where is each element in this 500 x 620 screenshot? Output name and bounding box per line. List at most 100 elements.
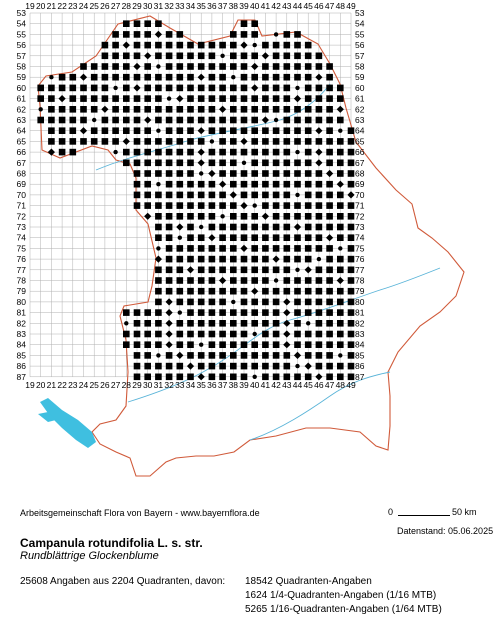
quadrant-marker: [197, 320, 205, 327]
quadrant-marker: [165, 362, 173, 370]
sixteenth-quadrant-marker: [273, 117, 279, 123]
quadrant-marker: [251, 223, 258, 231]
quadrant-marker: [197, 106, 205, 113]
y-axis-label-right: 84: [355, 340, 365, 350]
sixteenth-quadrant-marker: [92, 117, 97, 123]
quadrant-marker: [165, 148, 173, 156]
quadrant-marker: [272, 52, 280, 60]
quarter-quadrant-marker: [251, 62, 259, 71]
quarter-quadrant-marker: [144, 52, 152, 60]
quadrant-marker: [219, 352, 226, 359]
x-axis-label-bottom: 34: [186, 380, 196, 390]
quadrant-marker: [112, 73, 119, 81]
quadrant-marker: [176, 73, 184, 81]
quadrant-marker: [337, 234, 344, 241]
quadrant-marker: [208, 213, 216, 220]
x-axis-label-bottom: 31: [154, 380, 164, 390]
sixteenth-quadrant-marker: [252, 374, 257, 379]
quadrant-marker: [208, 320, 216, 327]
quadrant-marker: [304, 106, 312, 113]
quadrant-marker: [144, 63, 151, 70]
quadrant-marker: [80, 116, 87, 124]
quadrant-marker: [230, 223, 237, 231]
quadrant-marker: [123, 63, 130, 70]
quadrant-marker: [337, 373, 344, 381]
x-axis-label-top: 26: [100, 1, 110, 11]
quarter-quadrant-marker: [240, 244, 248, 252]
quadrant-marker: [304, 373, 312, 381]
quadrant-marker: [155, 373, 162, 381]
quadrant-marker: [165, 234, 173, 241]
quadrant-marker: [251, 73, 258, 81]
sixteenth-quadrant-marker: [156, 64, 161, 69]
x-axis-label-top: 40: [250, 1, 260, 11]
x-axis-label-top: 39: [239, 1, 249, 11]
quadrant-marker: [272, 320, 280, 327]
quadrant-marker: [123, 31, 130, 38]
quadrant-marker: [294, 159, 301, 167]
quadrant-marker: [37, 84, 44, 92]
quadrant-marker: [262, 41, 269, 49]
quadrant-marker: [123, 52, 130, 60]
quadrant-marker: [283, 245, 291, 252]
quadrant-marker: [294, 341, 301, 348]
x-axis-label-top: 27: [111, 1, 121, 11]
quadrant-marker: [230, 373, 237, 381]
quadrant-marker: [315, 84, 323, 92]
quadrant-marker: [165, 287, 173, 295]
quadrant-marker: [69, 138, 77, 145]
quarter-quadrant-marker: [197, 148, 205, 156]
quadrant-marker: [326, 95, 333, 102]
quadrant-marker: [58, 84, 66, 92]
quadrant-marker: [165, 373, 173, 381]
quadrant-marker: [304, 245, 312, 252]
quadrant-marker: [337, 84, 344, 92]
quadrant-marker: [283, 159, 291, 167]
x-axis-label-top: 48: [336, 1, 346, 11]
quadrant-marker: [326, 213, 333, 220]
quadrant-marker: [283, 63, 291, 70]
quadrant-marker: [165, 191, 173, 199]
quadrant-marker: [219, 95, 226, 102]
quadrant-marker: [326, 330, 333, 338]
quadrant-marker: [37, 95, 44, 102]
quadrant-marker: [251, 138, 258, 145]
y-axis-label-right: 64: [355, 126, 365, 136]
quadrant-marker: [272, 266, 280, 274]
quadrant-marker: [133, 20, 141, 27]
quadrant-marker: [165, 245, 173, 252]
quadrant-marker: [251, 213, 258, 220]
quadrant-marker: [283, 106, 291, 113]
quadrant-marker: [90, 73, 98, 81]
quarter-quadrant-marker: [144, 116, 152, 124]
quadrant-marker: [155, 341, 162, 348]
quadrant-marker: [187, 116, 194, 124]
quadrant-marker: [326, 245, 333, 252]
quadrant-marker: [208, 266, 216, 274]
y-axis-label-left: 77: [17, 265, 27, 275]
quadrant-marker: [304, 341, 312, 348]
y-axis-label-left: 67: [17, 158, 27, 168]
quadrant-marker: [251, 52, 258, 60]
quadrant-marker: [251, 95, 258, 102]
quadrant-marker: [240, 52, 248, 60]
quadrant-marker: [219, 41, 226, 49]
quarter-quadrant-marker: [315, 159, 323, 167]
quarter-quadrant-marker: [326, 169, 334, 178]
quarter-quadrant-marker: [122, 41, 130, 49]
quadrant-marker: [112, 116, 119, 124]
axis-labels: 1919202021212222232324242525262627272828…: [17, 1, 365, 390]
quadrant-marker: [133, 309, 141, 316]
quadrant-marker: [272, 287, 280, 295]
quadrant-marker: [326, 320, 333, 327]
quadrant-marker: [155, 52, 162, 60]
x-axis-label-top: 21: [47, 1, 57, 11]
quarter-quadrant-marker: [165, 319, 173, 327]
quarter-quadrant-marker: [293, 351, 302, 359]
x-axis-label-top: 33: [175, 1, 185, 11]
quadrant-marker: [337, 138, 344, 145]
sixteenth-quadrant-marker: [49, 75, 54, 80]
quadrant-marker: [197, 116, 205, 124]
sixteenth-quadrant-marker: [156, 128, 161, 133]
x-axis-label-bottom: 44: [293, 380, 303, 390]
